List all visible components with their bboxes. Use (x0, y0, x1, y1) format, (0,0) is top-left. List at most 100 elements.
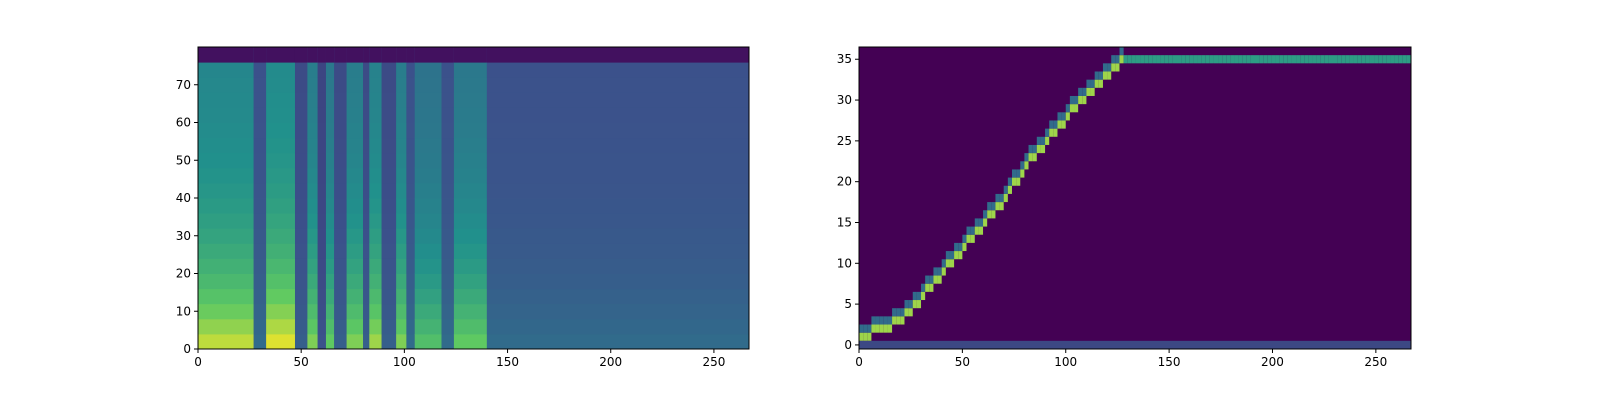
alignment-cell (1045, 136, 1050, 145)
spectrogram-cell (334, 77, 347, 93)
spectrogram-cell (266, 318, 295, 335)
spectrogram-cell (325, 47, 335, 63)
spectrogram-cell (453, 182, 487, 199)
alignment-cell (1254, 55, 1260, 64)
spectrogram-cell (198, 77, 254, 93)
alignment-cell (1259, 55, 1264, 64)
spectrogram-cell (406, 198, 415, 214)
alignment-cell (1279, 55, 1284, 64)
spectrogram-cell (253, 198, 267, 214)
spectrogram-cell (441, 47, 454, 63)
alignment-cell-neighbor (1032, 144, 1037, 154)
alignment-cell (1349, 55, 1354, 64)
spectrogram-segment (441, 47, 454, 350)
alignment-cell (875, 324, 880, 333)
spectrogram-cell (266, 77, 295, 93)
spectrogram-cell (363, 333, 370, 350)
alignment-cell (954, 251, 959, 260)
spectrogram-cell (266, 152, 295, 169)
spectrogram-cell (294, 107, 308, 123)
spectrogram-cell (346, 198, 364, 214)
spectrogram-cell (266, 303, 295, 320)
spectrogram-cell (198, 152, 254, 169)
spectrogram-cell (266, 288, 295, 305)
spectrogram-cell (369, 288, 382, 305)
spectrogram-cell (441, 243, 454, 259)
spectrogram-cell (369, 303, 382, 320)
spectrogram-cell (307, 318, 318, 335)
alignment-cell (1267, 55, 1272, 64)
alignment-cell (1382, 55, 1387, 64)
alignment-cell (1234, 55, 1239, 64)
spectrogram-segment (198, 47, 254, 350)
alignment-cell (1053, 128, 1058, 137)
spectrogram-cell (396, 137, 407, 154)
alignment-cell (1176, 55, 1182, 64)
spectrogram-cell (406, 92, 415, 108)
alignment-cell (1296, 55, 1301, 64)
alignment-cell-neighbor (1107, 63, 1112, 72)
spectrogram-cell (406, 228, 415, 244)
alignment-heatmap (859, 47, 1411, 349)
spectrogram-cell (381, 303, 397, 320)
alignment-cell (1135, 55, 1141, 64)
spectrogram-cell (334, 122, 347, 139)
alignment-cell-neighbor (1011, 169, 1017, 178)
alignment-cell (949, 259, 955, 268)
alignment-cell (859, 332, 864, 341)
spectrogram-cell (381, 137, 397, 154)
spectrogram-cell (294, 198, 308, 214)
alignment-cell (1140, 55, 1145, 64)
spectrogram-cell (307, 137, 318, 154)
spectrogram-cell (307, 288, 318, 305)
spectrogram-cell (369, 273, 382, 290)
alignment-cell (896, 316, 901, 325)
alignment-cell (863, 332, 868, 341)
spectrogram-cell (325, 303, 335, 320)
spectrogram-cell (453, 62, 487, 78)
spectrogram-cell (396, 213, 407, 229)
alignment-cell-neighbor (916, 291, 922, 301)
spectrogram-cell (381, 333, 397, 350)
spectrogram-cell (334, 107, 347, 123)
y-tick-label: 15 (837, 215, 852, 229)
spectrogram-cell (198, 62, 254, 78)
spectrogram-cell (453, 122, 487, 139)
spectrogram-cell (406, 47, 415, 63)
alignment-cell-neighbor (983, 210, 988, 219)
spectrogram-cell (317, 137, 326, 154)
spectrogram-cell (363, 152, 370, 169)
spectrogram-cell (253, 182, 267, 199)
alignment-cell (1300, 55, 1305, 64)
alignment-cell (991, 210, 996, 219)
spectrogram-cell (346, 77, 364, 93)
spectrogram-cell (396, 273, 407, 290)
spectrogram-cell (325, 318, 335, 335)
alignment-cell (892, 316, 897, 325)
alignment-cell (1197, 55, 1202, 64)
spectrogram-cell (369, 228, 382, 244)
spectrogram-cell (406, 213, 415, 229)
spectrogram-panel: 0 50 100 150 200 250 0 10 20 30 40 50 60 70 (176, 46, 750, 369)
spectrogram-cell (198, 288, 254, 305)
alignment-cell (1189, 55, 1194, 64)
spectrogram-cell (441, 228, 454, 244)
spectrogram-cell (369, 92, 382, 108)
alignment-cell-neighbor (912, 291, 917, 301)
alignment-cell (1172, 55, 1177, 64)
alignment-cell (1230, 55, 1235, 64)
alignment-cell (1246, 55, 1251, 64)
spectrogram-cell (253, 288, 267, 305)
alignment-cell (883, 324, 888, 333)
x-tick-label: 100 (393, 355, 416, 369)
spectrogram-cell (253, 228, 267, 244)
spectrogram-cell (381, 47, 397, 63)
spectrogram-cell (325, 273, 335, 290)
spectrogram-segment (294, 47, 308, 350)
spectrogram-cell (486, 228, 749, 244)
spectrogram-cell (369, 333, 382, 350)
spectrogram-cell (346, 152, 364, 169)
spectrogram-cell (346, 122, 364, 139)
spectrogram-cell (317, 333, 326, 350)
spectrogram-cell (317, 77, 326, 93)
